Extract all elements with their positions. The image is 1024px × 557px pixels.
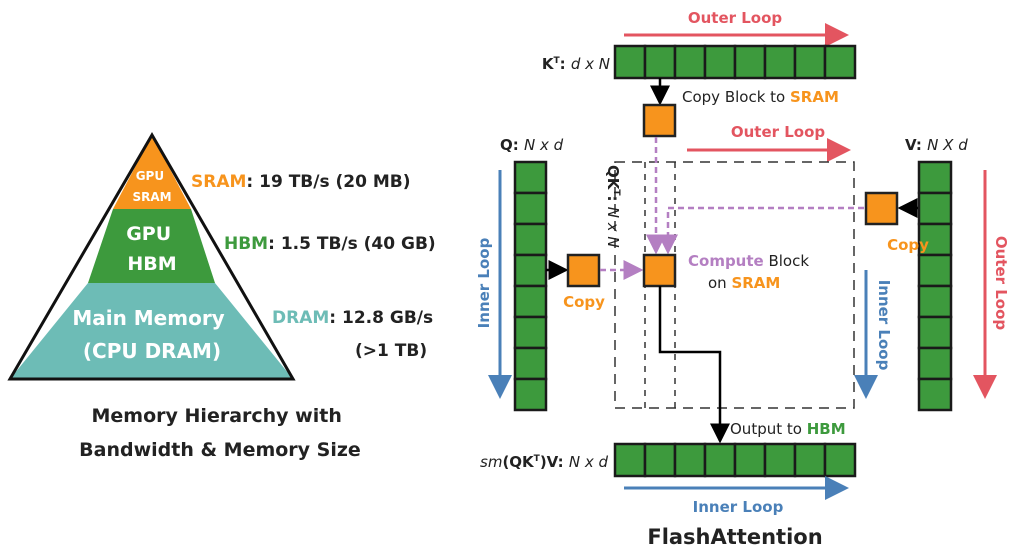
memory-pyramid: GPU SRAM GPU HBM Main Memory (CPU DRAM)	[7, 132, 296, 381]
inner-loop-right-label: Inner Loop	[875, 280, 893, 371]
output-cell	[793, 442, 827, 478]
output-cell	[703, 442, 737, 478]
compute-block-label: Compute Block	[688, 252, 809, 270]
compute-block-label-2: on SRAM	[708, 274, 780, 292]
qkt-label: QKT: N x N	[604, 165, 622, 248]
pyramid-hbm-layer	[88, 209, 215, 283]
kt-cell	[673, 44, 707, 80]
pyramid-caption: Memory Hierarchy with Bandwidth & Memory…	[79, 405, 361, 461]
kt-cell	[643, 44, 677, 80]
v-sram-block	[864, 191, 899, 226]
q-cell	[513, 160, 548, 195]
inner-loop-left-label: Inner Loop	[475, 237, 493, 328]
output-cell	[613, 442, 647, 478]
output-matrix-label: sm(QKT)V: N x d	[480, 453, 608, 471]
sram-bandwidth-label: SRAM: 19 TB/s (20 MB)	[191, 172, 411, 192]
output-arrow	[658, 286, 730, 444]
qkt-matrix-region	[614, 161, 855, 409]
kt-cell	[823, 44, 857, 80]
dram-layer-text: Main Memory (CPU DRAM)	[72, 306, 231, 363]
q-matrix	[513, 160, 548, 412]
kt-cell	[733, 44, 767, 80]
v-label: V: N X d	[905, 136, 968, 154]
dram-bandwidth-label: DRAM: 12.8 GB/s	[272, 308, 433, 328]
v-cell	[917, 160, 953, 195]
v-cell	[917, 191, 953, 226]
outer-loop-top-label: Outer Loop	[688, 9, 783, 27]
v-matrix	[917, 160, 953, 412]
v-cell	[917, 377, 953, 412]
output-cell	[643, 442, 677, 478]
hbm-bandwidth-label: HBM: 1.5 TB/s (40 GB)	[224, 234, 436, 254]
pyramid-dram-layer	[10, 283, 293, 379]
pyramid-sram-layer	[113, 135, 191, 209]
kt-label: KT: d x N	[542, 55, 610, 73]
kt-cell	[763, 44, 797, 80]
v-to-compute-arrow	[658, 206, 864, 255]
output-label: Output to HBM	[730, 420, 846, 438]
kt-matrix	[613, 44, 857, 80]
copy-block-label: Copy Block to SRAM	[682, 88, 839, 106]
inner-loop-bottom-label: Inner Loop	[693, 498, 784, 516]
kt-cell	[613, 44, 647, 80]
kt-cell	[793, 44, 827, 80]
flashattention-title: FlashAttention	[647, 525, 822, 549]
sram-layer-text: GPU SRAM	[132, 169, 171, 204]
outer-loop-mid-label: Outer Loop	[731, 123, 826, 141]
kt-sram-block	[642, 103, 677, 138]
q-cell	[513, 253, 548, 288]
kt-cell	[703, 44, 737, 80]
hbm-layer-text: GPU HBM	[126, 223, 178, 275]
v-cell	[917, 253, 953, 288]
output-cell	[673, 442, 707, 478]
q-cell	[513, 315, 548, 350]
output-matrix	[613, 442, 857, 478]
q-copy-label: Copy	[563, 293, 605, 311]
outer-loop-right-label: Outer Loop	[992, 236, 1010, 331]
dram-size-label: (>1 TB)	[355, 341, 427, 361]
q-cell	[513, 284, 548, 319]
output-cell	[763, 442, 797, 478]
q-sram-block	[566, 253, 601, 288]
q-cell	[513, 377, 548, 412]
v-copy-label: Copy	[887, 236, 929, 254]
q-cell	[513, 191, 548, 226]
v-cell	[917, 346, 953, 381]
v-cell	[917, 222, 953, 257]
q-cell	[513, 346, 548, 381]
compute-sram-block	[642, 253, 677, 288]
output-cell	[733, 442, 767, 478]
v-cell	[917, 284, 953, 319]
output-cell	[823, 442, 857, 478]
q-cell	[513, 222, 548, 257]
v-cell	[917, 315, 953, 350]
q-label: Q: N x d	[500, 136, 564, 154]
